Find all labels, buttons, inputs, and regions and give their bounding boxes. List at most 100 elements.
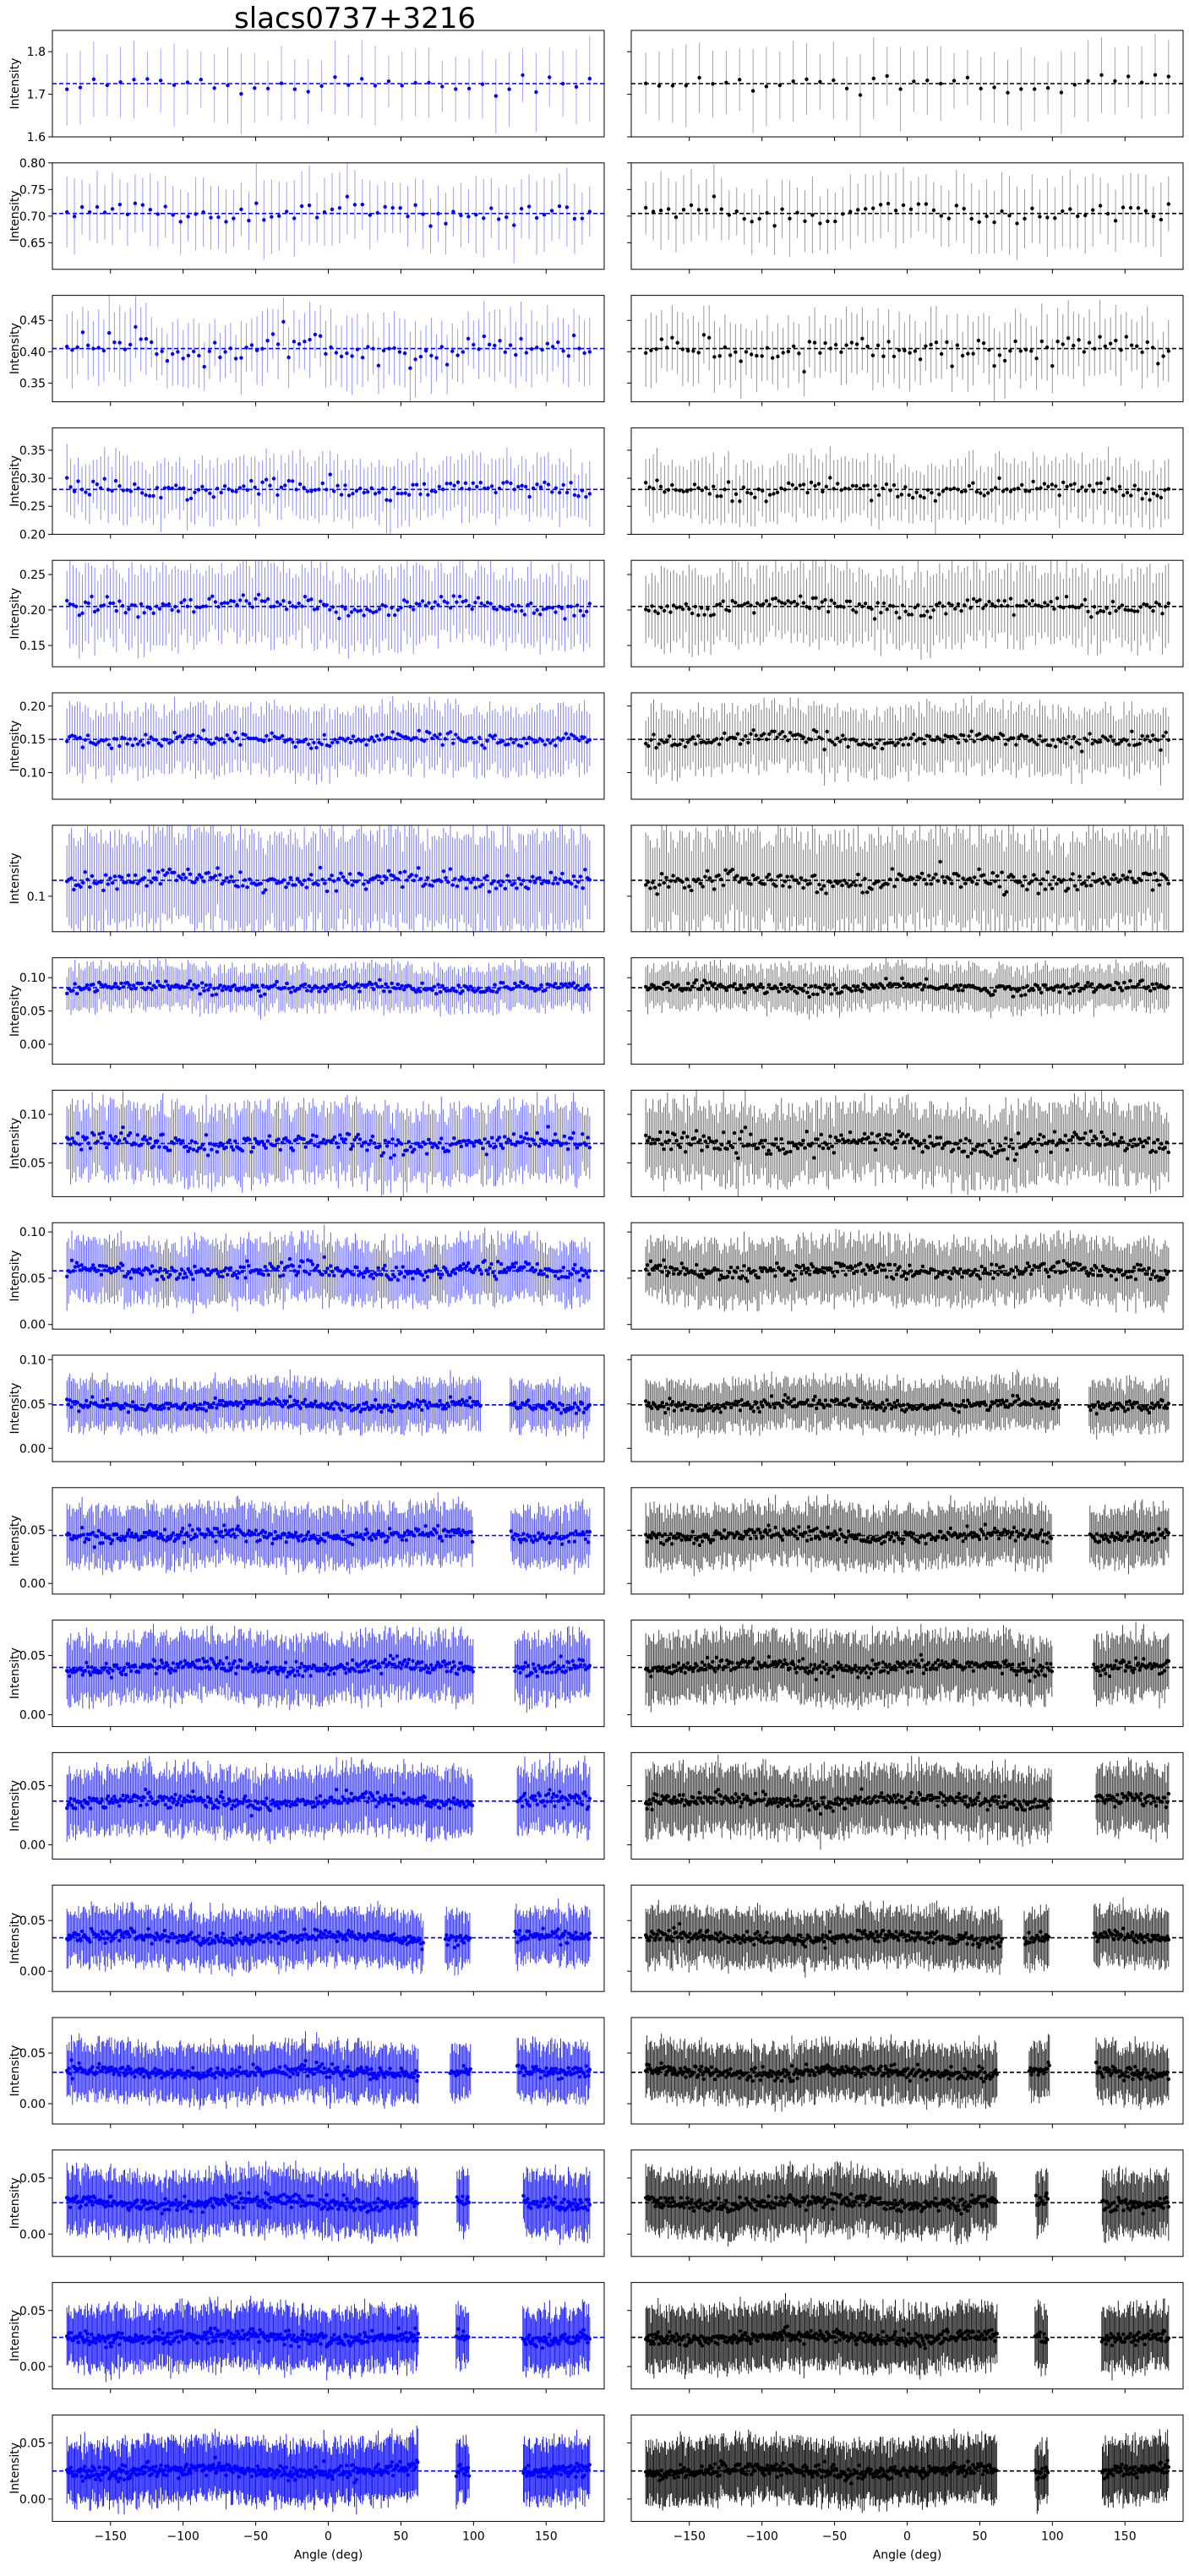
- data-point: [360, 77, 364, 81]
- data-point: [838, 604, 843, 608]
- data-point: [1045, 85, 1050, 90]
- data-point: [1161, 354, 1165, 358]
- data-point: [339, 493, 344, 497]
- data-point: [811, 992, 815, 997]
- data-point: [1137, 742, 1142, 746]
- data-point: [220, 988, 225, 993]
- data-point: [805, 990, 810, 994]
- data-point: [934, 340, 939, 345]
- data-point: [884, 482, 889, 487]
- data-point: [478, 481, 483, 485]
- data-point: [941, 874, 945, 880]
- data-point: [1082, 350, 1087, 354]
- data-point: [444, 221, 448, 226]
- panel-content-r7-c0: [52, 957, 604, 1020]
- data-point: [780, 207, 784, 211]
- data-point: [156, 870, 161, 874]
- data-point: [211, 495, 215, 499]
- data-point: [870, 743, 874, 747]
- data-point: [244, 599, 248, 603]
- data-point: [663, 490, 667, 494]
- data-point: [1072, 482, 1077, 486]
- data-point: [560, 871, 565, 876]
- data-point: [1089, 615, 1094, 619]
- data-point: [1098, 335, 1102, 339]
- data-point: [482, 216, 486, 221]
- data-point: [73, 734, 77, 738]
- data-point: [962, 206, 966, 211]
- data-point: [688, 988, 692, 992]
- data-point: [953, 736, 958, 740]
- data-point: [356, 609, 360, 613]
- data-point: [1011, 874, 1016, 880]
- data-point: [898, 738, 903, 742]
- data-point: [927, 874, 931, 878]
- data-point: [971, 351, 975, 356]
- data-point: [1064, 741, 1068, 745]
- data-point: [158, 881, 163, 886]
- data-point: [418, 355, 423, 359]
- data-point: [666, 207, 671, 211]
- data-point: [301, 739, 306, 743]
- data-point: [72, 887, 76, 892]
- data-point: [239, 91, 243, 96]
- data-point: [204, 604, 209, 608]
- data-point: [295, 876, 300, 881]
- data-point: [277, 214, 281, 218]
- data-point: [963, 881, 968, 885]
- data-point: [919, 613, 924, 618]
- data-point: [892, 483, 897, 487]
- data-point: [987, 599, 991, 604]
- data-point: [1130, 729, 1134, 733]
- data-point: [554, 982, 558, 986]
- data-point: [391, 874, 395, 878]
- data-point: [1121, 205, 1126, 210]
- data-point: [986, 491, 990, 495]
- data-point: [795, 991, 799, 995]
- data-point: [583, 868, 587, 872]
- data-point: [956, 602, 961, 607]
- data-point: [1114, 338, 1118, 343]
- data-point: [885, 74, 889, 79]
- data-point: [546, 482, 551, 487]
- panel-frame: [52, 427, 605, 535]
- data-point: [420, 981, 424, 985]
- data-point: [774, 884, 778, 889]
- data-point: [821, 884, 826, 888]
- data-point: [1160, 612, 1164, 616]
- data-point: [110, 207, 115, 211]
- data-point: [981, 341, 986, 346]
- points-r1-c0: [65, 194, 592, 228]
- data-point: [72, 215, 77, 219]
- data-point: [689, 203, 694, 207]
- data-point: [690, 611, 695, 616]
- data-point: [726, 480, 731, 484]
- data-point: [743, 602, 747, 606]
- data-point: [654, 745, 658, 750]
- data-point: [849, 988, 854, 994]
- data-point: [225, 876, 229, 880]
- data-point: [969, 729, 974, 733]
- data-point: [401, 988, 406, 992]
- data-point: [378, 978, 382, 983]
- data-point: [249, 478, 254, 483]
- data-point: [831, 884, 835, 889]
- data-point: [238, 743, 243, 747]
- data-point: [844, 86, 849, 91]
- data-point: [166, 983, 170, 988]
- data-point: [572, 493, 577, 498]
- data-point: [1057, 493, 1061, 498]
- data-point: [297, 482, 303, 487]
- data-point: [172, 730, 177, 735]
- data-point: [130, 743, 135, 748]
- data-point: [233, 357, 238, 361]
- data-point: [854, 342, 859, 346]
- data-point: [346, 613, 351, 618]
- data-point: [1113, 219, 1118, 223]
- data-point: [402, 351, 407, 356]
- data-point: [220, 602, 224, 606]
- data-point: [783, 985, 788, 990]
- data-point: [954, 204, 959, 208]
